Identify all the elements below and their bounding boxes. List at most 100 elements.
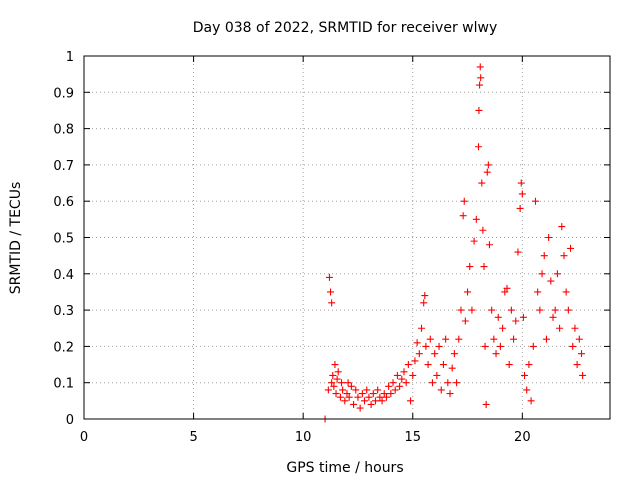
y-tick-label: 0.9	[53, 86, 74, 101]
data-point	[466, 263, 474, 271]
data-point	[531, 197, 539, 205]
plot-frame	[83, 55, 611, 420]
data-point	[361, 397, 369, 405]
data-point	[325, 273, 333, 281]
data-point	[529, 342, 537, 350]
data-point	[523, 386, 531, 394]
data-point	[413, 339, 421, 347]
data-point	[350, 400, 358, 408]
data-point	[476, 63, 484, 71]
data-point	[482, 400, 490, 408]
data-point	[536, 306, 544, 314]
data-point	[439, 361, 447, 369]
data-point	[485, 241, 493, 249]
data-point	[448, 364, 456, 372]
data-point	[479, 226, 487, 234]
data-point	[369, 390, 377, 398]
data-point	[527, 397, 535, 405]
data-point	[558, 223, 566, 231]
y-tick-label: 0.7	[53, 159, 74, 174]
x-tick-label: 0	[80, 430, 88, 445]
data-point	[424, 361, 432, 369]
data-point	[431, 350, 439, 358]
data-point	[475, 143, 482, 151]
data-point	[450, 350, 458, 358]
data-point	[453, 379, 461, 387]
data-point	[404, 361, 412, 369]
data-point	[393, 371, 401, 379]
data-point	[569, 342, 577, 350]
data-point	[418, 324, 426, 332]
data-point	[343, 390, 351, 398]
data-point	[579, 371, 587, 379]
x-tick-label: 5	[189, 430, 197, 445]
data-point	[407, 397, 415, 405]
x-tick-label: 10	[295, 430, 312, 445]
data-point	[371, 397, 379, 405]
chart-title: Day 038 of 2022, SRMTID for receiver wlw…	[193, 20, 498, 36]
data-point	[422, 342, 430, 350]
data-point	[460, 197, 468, 205]
data-point	[472, 215, 480, 223]
data-point	[501, 288, 509, 296]
data-point	[499, 324, 507, 332]
data-point	[534, 288, 542, 296]
data-point	[347, 382, 355, 390]
data-point	[376, 393, 384, 401]
data-point	[547, 277, 555, 285]
data-point	[378, 397, 386, 405]
data-point	[382, 393, 390, 401]
data-point	[329, 371, 337, 379]
data-point	[437, 386, 445, 394]
data-point	[367, 400, 375, 408]
data-point	[459, 212, 467, 220]
data-point	[363, 386, 371, 394]
data-point	[345, 393, 353, 401]
data-point	[476, 81, 484, 89]
y-tick-label: 0.4	[53, 268, 74, 283]
data-point	[496, 342, 504, 350]
data-point	[328, 299, 336, 307]
y-axis-label: SRMTID / TECUs	[8, 182, 24, 295]
data-point	[433, 371, 441, 379]
data-point	[505, 361, 513, 369]
data-point	[409, 371, 417, 379]
data-point	[573, 361, 581, 369]
data-point	[480, 263, 488, 271]
data-point	[551, 306, 559, 314]
data-point	[324, 386, 332, 394]
data-point	[484, 161, 492, 169]
data-point	[339, 386, 347, 394]
data-point	[344, 379, 352, 387]
data-point	[483, 168, 491, 176]
data-point	[391, 386, 399, 394]
data-point	[341, 397, 349, 405]
data-point	[352, 386, 360, 394]
data-point	[540, 252, 548, 260]
data-point	[365, 393, 373, 401]
data-point	[512, 317, 520, 325]
x-tick-label: 15	[404, 430, 421, 445]
data-point	[517, 179, 525, 187]
y-tick-label: 0.3	[53, 304, 74, 319]
data-point	[556, 324, 564, 332]
data-point	[336, 393, 344, 401]
data-point	[560, 252, 568, 260]
data-point	[411, 357, 419, 365]
data-point	[415, 350, 423, 358]
data-point	[444, 379, 452, 387]
data-point	[334, 368, 342, 376]
data-point	[477, 74, 485, 82]
data-point	[328, 379, 336, 387]
data-point	[428, 379, 436, 387]
data-points	[321, 63, 587, 423]
y-tick-label: 1	[66, 50, 74, 65]
data-point	[542, 335, 550, 343]
data-point	[475, 106, 483, 114]
data-point	[578, 350, 586, 358]
data-point	[457, 306, 465, 314]
data-point	[571, 324, 579, 332]
data-point	[503, 284, 511, 292]
data-point	[490, 335, 498, 343]
